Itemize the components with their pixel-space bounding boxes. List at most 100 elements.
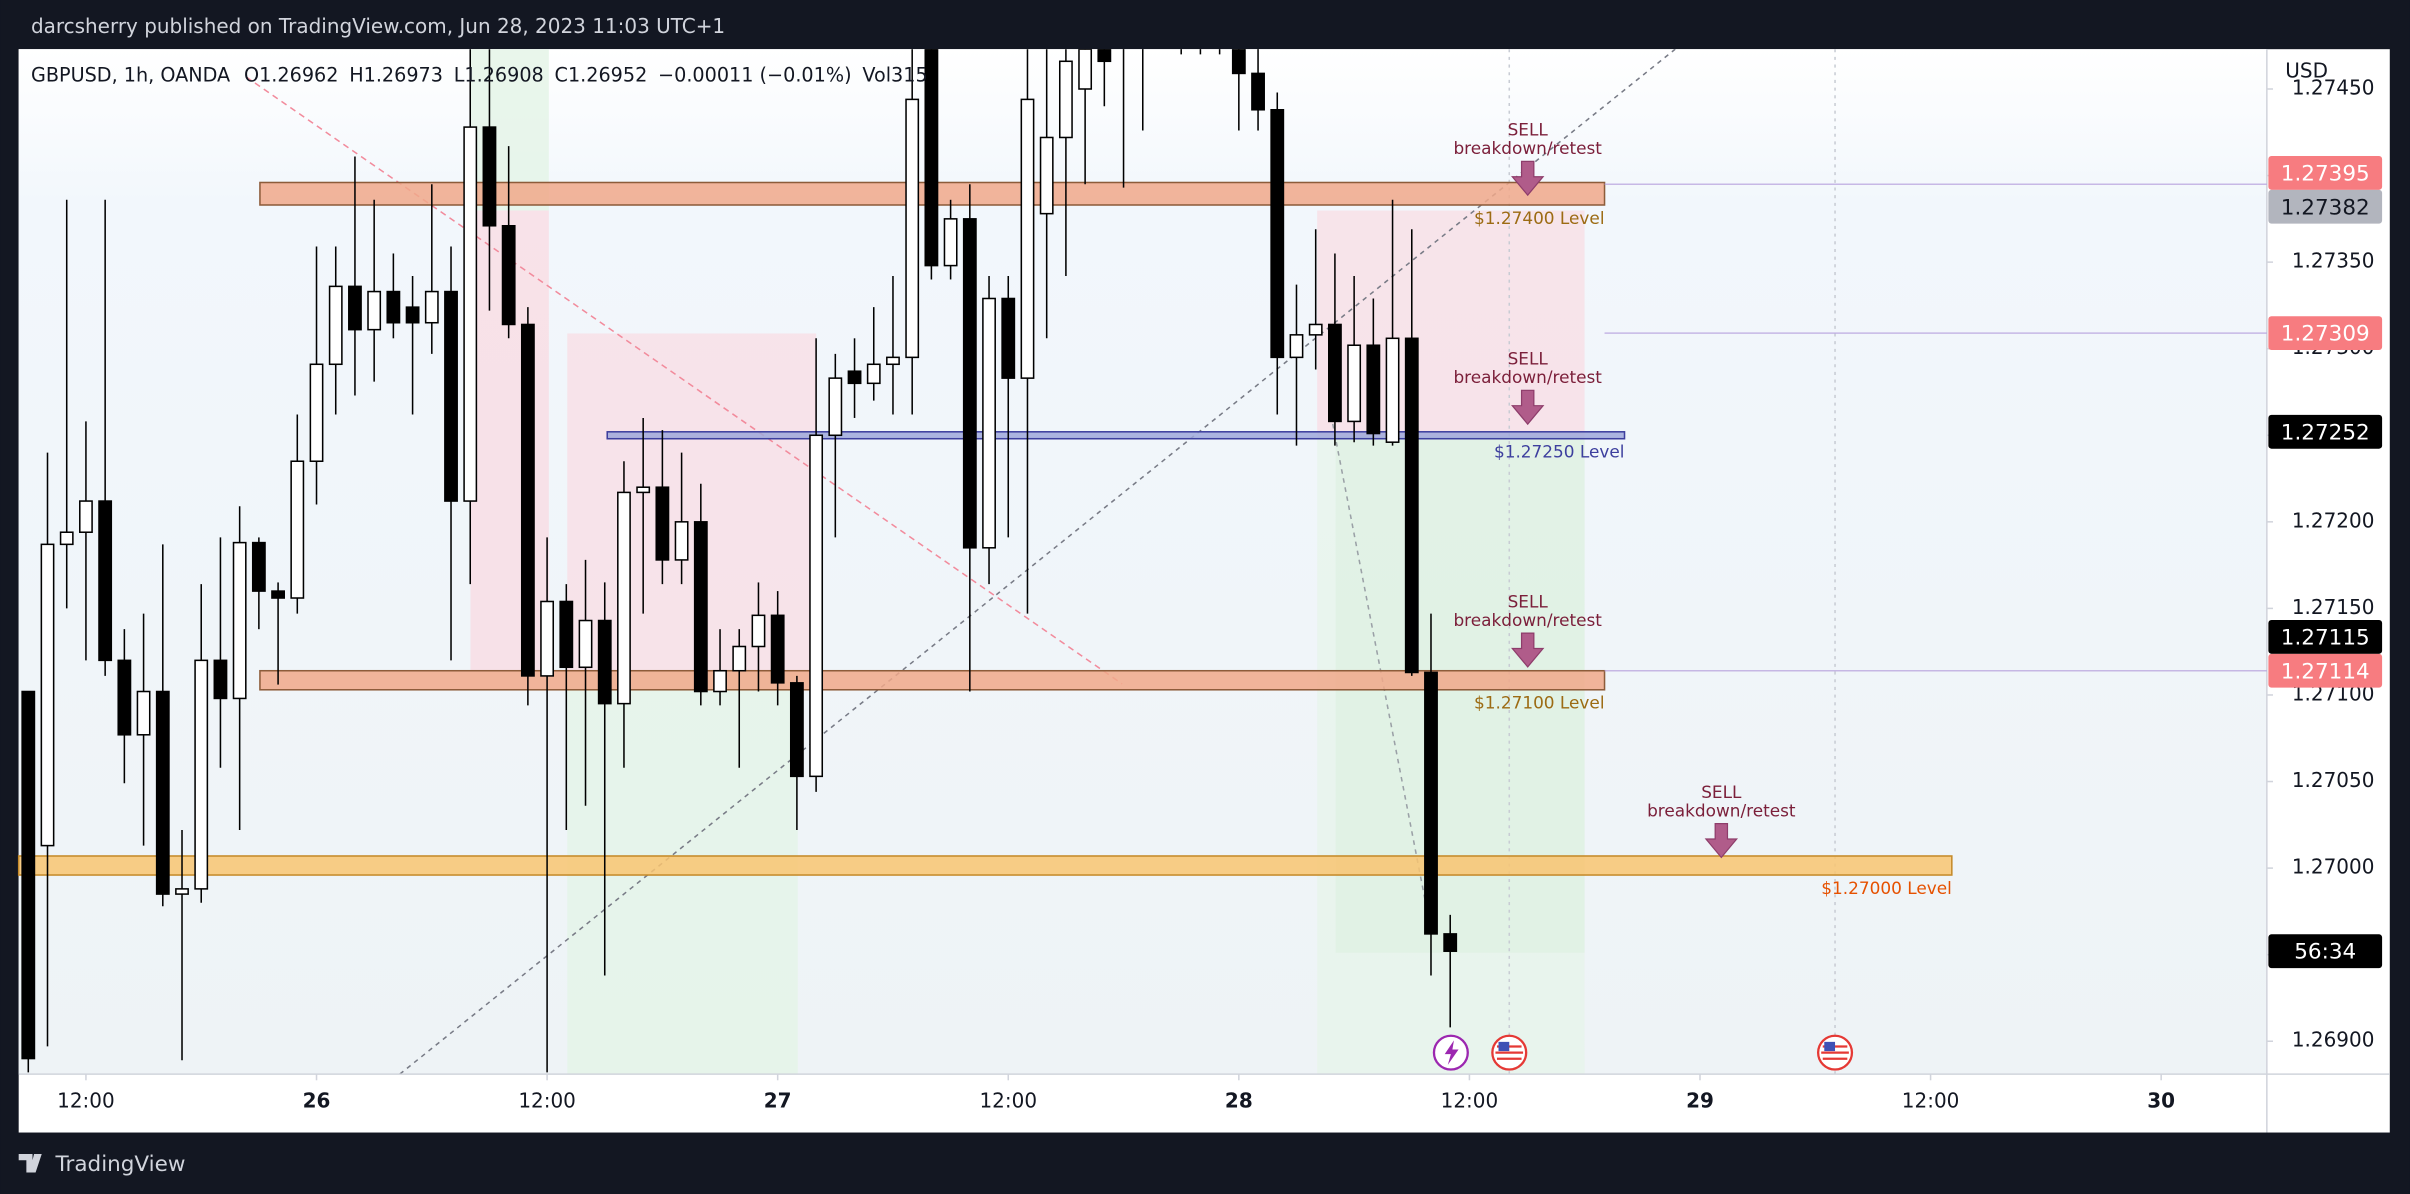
- signal-title: SELL: [1508, 120, 1549, 140]
- price-tag: [2268, 620, 2383, 654]
- signal-subtitle: breakdown/retest: [1453, 610, 1602, 630]
- candle-body: [924, 49, 939, 267]
- candle-body: [1058, 60, 1073, 139]
- level-label: $1.27100 Level: [1474, 693, 1605, 713]
- levels: $1.27400 Level $1.27250 Level $1.27100 Lev…: [17, 181, 1953, 898]
- candle-body: [674, 521, 689, 561]
- legend-open: O1.26962: [244, 63, 338, 86]
- position-box-stop: [1317, 210, 1585, 437]
- candle-body: [79, 500, 93, 533]
- x-tick-label: 29: [1686, 1088, 1714, 1112]
- axes: 1.269001.269501.270001.270501.271001.271…: [57, 75, 2383, 1112]
- price-tag: [2268, 316, 2383, 351]
- price-tag-label: 1.27395: [2281, 161, 2370, 186]
- candle-body: [367, 290, 382, 331]
- candle-body: [117, 659, 132, 736]
- candle-body: [328, 285, 343, 366]
- published-line: darcsherry published on TradingView.com,…: [31, 14, 725, 38]
- price-tag-label: 1.27252: [2281, 420, 2370, 445]
- candle-body: [1404, 337, 1419, 674]
- price-tag: [2268, 653, 2383, 688]
- candle-body: [213, 659, 228, 700]
- price-tag-label: 1.27114: [2281, 659, 2370, 684]
- signal-title: SELL: [1508, 591, 1549, 611]
- y-tick-label: 1.27200: [2292, 508, 2375, 532]
- legend-change: −0.00011 (−0.01%): [658, 63, 852, 86]
- candle-body: [444, 290, 458, 502]
- candle-body: [1097, 49, 1112, 63]
- candle-body: [501, 225, 516, 326]
- trend-line: [245, 76, 1123, 685]
- currency-label: USD: [2285, 59, 2328, 83]
- candle-body: [1308, 323, 1323, 336]
- y-tick-label: 1.27000: [2292, 855, 2375, 879]
- y-tick-label: 1.27150: [2292, 595, 2375, 619]
- position-box-stop: [567, 333, 817, 670]
- price-tag-label: 1.27382: [2281, 195, 2370, 220]
- candle-body: [1366, 344, 1381, 435]
- level-zone: [259, 669, 1606, 691]
- signal-title: SELL: [1701, 782, 1742, 802]
- signal-subtitle: breakdown/retest: [1453, 138, 1602, 158]
- candle-body: [713, 669, 727, 693]
- candle-body: [232, 541, 247, 700]
- x-tick-label: 26: [303, 1088, 331, 1112]
- x-tick-label: 30: [2147, 1088, 2175, 1112]
- signal-subtitle: breakdown/retest: [1453, 367, 1602, 387]
- candle-body: [405, 306, 420, 324]
- x-tick-label: 27: [764, 1088, 792, 1112]
- flag-icon: [1498, 1041, 1510, 1052]
- x-tick-label: 12:00: [57, 1088, 115, 1112]
- candle-body: [520, 323, 535, 677]
- candle-body: [1385, 337, 1400, 443]
- y-tick-label: 1.27450: [2292, 75, 2375, 99]
- y-tick-label: 1.27050: [2292, 768, 2375, 792]
- candle-body: [809, 434, 824, 778]
- level-label: $1.27250 Level: [1494, 442, 1625, 462]
- legend: GBPUSD, 1h, OANDA O1.26962 H1.26973 L1.2690…: [31, 63, 928, 86]
- signal-title: SELL: [1508, 349, 1549, 369]
- candle-body: [1001, 297, 1016, 379]
- price-tag: [2268, 414, 2383, 449]
- price-tag-label: 1.27309: [2281, 322, 2370, 347]
- candle-body: [1328, 323, 1342, 423]
- x-tick-label: 28: [1225, 1088, 1253, 1112]
- level-zone: [17, 855, 1953, 876]
- candle-body: [1039, 136, 1054, 215]
- flag-icon: [1824, 1041, 1836, 1052]
- candle-body: [828, 377, 843, 437]
- candle-body: [290, 460, 305, 599]
- candle-body: [309, 363, 324, 463]
- level-zone: [606, 431, 1626, 440]
- signal-arrow: [1704, 823, 1739, 859]
- candle-body: [175, 888, 189, 895]
- candle-body: [482, 126, 497, 227]
- candle-body: [751, 614, 766, 648]
- lightning-icon: [1444, 1040, 1459, 1065]
- candle-body: [21, 690, 36, 1060]
- candle-body: [1443, 933, 1458, 952]
- candle-body: [1289, 334, 1304, 359]
- signal-arrow: [1511, 389, 1545, 426]
- candle-body: [1424, 671, 1438, 935]
- level-label: $1.27000 Level: [1821, 878, 1952, 898]
- x-tick-label: 12:00: [979, 1088, 1037, 1112]
- candle-body: [597, 619, 612, 705]
- x-tick-label: 12:00: [1441, 1088, 1499, 1112]
- trend-line: [1330, 414, 1431, 923]
- candle-body: [98, 500, 113, 662]
- legend-volume: Vol315: [862, 63, 927, 86]
- candle-body: [155, 690, 170, 895]
- candle-body: [40, 543, 55, 847]
- price-tag-label: 56:34: [2294, 940, 2356, 965]
- candle-body: [789, 682, 804, 778]
- candle-body: [1020, 98, 1035, 379]
- candle-body: [559, 600, 574, 669]
- candle-body: [617, 491, 631, 705]
- candle-body: [463, 126, 478, 502]
- legend-symbol: GBPUSD, 1h, OANDA: [31, 63, 230, 86]
- candle-body: [1251, 72, 1265, 111]
- signal-arrow: [1511, 160, 1545, 197]
- candle-body: [386, 290, 401, 324]
- signal-subtitle: breakdown/retest: [1647, 800, 1796, 820]
